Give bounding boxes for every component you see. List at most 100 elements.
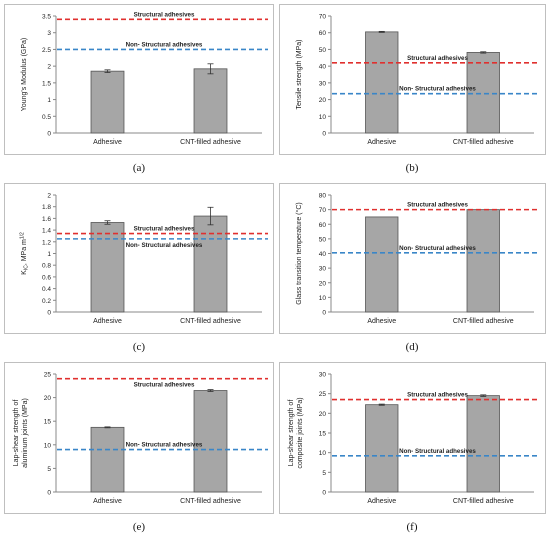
chart-panel-e: 0 5 10 15 20 25 Lap-shear strength of aluminum …: [4, 362, 274, 537]
panel-frame: [279, 4, 546, 155]
y-tick-label: 1.4: [42, 228, 51, 235]
structural-reference-label: Structural adhesives: [134, 226, 195, 233]
panel-frame: [4, 362, 274, 514]
y-tick-label: 25: [319, 391, 327, 398]
y-axis-title: Lap-shear strength of aluminum joints (MP…: [13, 398, 29, 468]
x-tick-label: CNT-filled adhesive: [453, 139, 514, 146]
y-tick-label: 15: [44, 419, 52, 426]
y-axis-title: Glass transition temperature (°C): [295, 202, 303, 304]
y-tick-label: 25: [44, 372, 52, 379]
y-tick-label: 2.5: [42, 47, 51, 54]
y-tick-label: 20: [319, 411, 327, 418]
y-axis-title: Tensile strength (MPa): [296, 39, 303, 109]
bar: [466, 52, 500, 134]
y-tick-label: 30: [319, 266, 327, 273]
bar: [90, 222, 125, 313]
y-tick-label: 60: [319, 30, 327, 37]
y-tick-label: 0: [47, 490, 51, 497]
y-axis-title: KIC, MPa m1/2: [20, 232, 30, 275]
x-tick-label: CNT-filled adhesive: [180, 498, 241, 505]
x-tick-label: Adhesive: [367, 318, 396, 325]
panel-label-b: (b): [405, 162, 419, 174]
bar: [365, 404, 399, 493]
chart-d: 0 10 20 30 40 50 60 70 80 Glass transition temper…: [279, 183, 546, 334]
chart-b: 0 10 20 30 40 50 60 70 Tensile strength (MPa) Adh…: [279, 4, 546, 155]
x-tick-label: CNT-filled adhesive: [180, 139, 241, 146]
y-tick-label: 20: [319, 280, 327, 287]
structural-reference-label: Structural adhesives: [407, 392, 468, 399]
y-tick-label: 10: [44, 442, 52, 449]
chart-panel-a: 0 0.5 1 1.5 2 2.5 3 3.5 Young's Modulus (GPa) Adh…: [4, 4, 274, 179]
panel-label-f: (f): [406, 521, 418, 533]
x-tick-label: CNT-filled adhesive: [180, 318, 241, 325]
nonstructural-reference-label: Non- Structural adhesives: [126, 442, 203, 449]
y-tick-label: 80: [319, 193, 327, 200]
y-tick-label: 1.5: [42, 80, 51, 87]
y-tick-label: 30: [319, 80, 327, 87]
x-tick-label: CNT-filled adhesive: [453, 318, 514, 325]
y-axis-title: Young's Modulus (GPa): [21, 38, 28, 111]
x-tick-label: Adhesive: [93, 139, 122, 146]
y-tick-label: 5: [47, 466, 51, 473]
y-tick-label: 1.6: [42, 216, 51, 223]
y-tick-label: 1: [47, 251, 51, 258]
y-tick-label: 1.8: [42, 204, 51, 211]
bar: [193, 215, 228, 313]
y-tick-label: 0: [47, 131, 51, 138]
y-tick-label: 70: [319, 14, 327, 21]
chart-c: 0 0.2 0.4 0.6 0.8 1 1.2 1.4 1.6 1.8 2 KIC, MPa m1/2…: [4, 183, 274, 334]
x-tick-label: Adhesive: [93, 318, 122, 325]
chart-panel-f: 0 5 10 15 20 25 30 Lap-shear strength of composi…: [279, 362, 549, 537]
bar: [365, 31, 399, 134]
bar: [90, 426, 125, 493]
bar: [193, 390, 228, 493]
y-tick-label: 70: [319, 207, 327, 214]
y-tick-label: 0: [322, 490, 326, 497]
chart-panel-b: 0 10 20 30 40 50 60 70 Tensile strength (MPa) Adh…: [279, 4, 549, 179]
bar: [466, 395, 500, 493]
y-tick-label: 10: [319, 295, 327, 302]
y-tick-label: 1.2: [42, 239, 51, 246]
y-tick-label: 15: [319, 431, 327, 438]
y-tick-label: 3.5: [42, 14, 51, 21]
chart-e: 0 5 10 15 20 25 Lap-shear strength of aluminum …: [4, 362, 274, 514]
nonstructural-reference-label: Non- Structural adhesives: [399, 448, 476, 455]
structural-reference-label: Structural adhesives: [134, 11, 195, 18]
nonstructural-reference-label: Non- Structural adhesives: [399, 86, 476, 93]
bar: [466, 209, 500, 313]
panel-label-a: (a): [132, 162, 146, 174]
bar: [90, 70, 125, 134]
panel-frame: [4, 4, 274, 155]
x-tick-label: Adhesive: [93, 498, 122, 505]
panel-frame: [279, 362, 546, 514]
x-tick-label: Adhesive: [367, 498, 396, 505]
bar: [365, 216, 399, 313]
x-tick-label: CNT-filled adhesive: [453, 498, 514, 505]
y-tick-label: 5: [322, 470, 326, 477]
y-tick-label: 10: [319, 450, 327, 457]
y-tick-label: 20: [319, 97, 327, 104]
y-tick-label: 3: [47, 30, 51, 37]
y-tick-label: 0: [322, 131, 326, 138]
chart-panel-c: 0 0.2 0.4 0.6 0.8 1 1.2 1.4 1.6 1.8 2 KIC, MPa m1/2…: [4, 183, 274, 358]
y-tick-label: 30: [319, 372, 327, 379]
y-tick-label: 40: [319, 64, 327, 71]
y-tick-label: 20: [44, 395, 52, 402]
y-tick-label: 2: [47, 64, 51, 71]
nonstructural-reference-label: Non- Structural adhesives: [399, 245, 476, 252]
y-tick-label: 60: [319, 222, 327, 229]
panel-frame: [279, 183, 546, 334]
y-tick-label: 50: [319, 236, 327, 243]
y-tick-label: 0.5: [42, 114, 51, 121]
y-tick-label: 0.8: [42, 263, 51, 270]
nonstructural-reference-label: Non- Structural adhesives: [126, 242, 203, 249]
y-tick-label: 50: [319, 47, 327, 54]
nonstructural-reference-label: Non- Structural adhesives: [126, 41, 203, 48]
panel-frame: [4, 183, 274, 334]
y-tick-label: 0.4: [42, 286, 51, 293]
panel-label-d: (d): [405, 341, 419, 353]
y-tick-label: 2: [47, 193, 51, 200]
structural-reference-label: Structural adhesives: [134, 382, 195, 389]
y-axis-title: Lap-shear strength of composite joints (M…: [288, 397, 304, 468]
y-tick-label: 40: [319, 251, 327, 258]
